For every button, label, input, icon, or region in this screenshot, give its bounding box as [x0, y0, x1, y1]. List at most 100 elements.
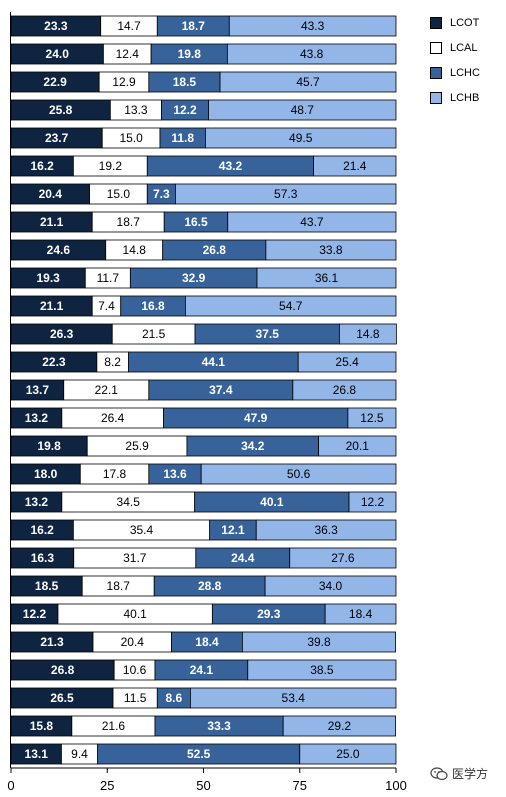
data-label-lchc-4: 12.2	[173, 103, 197, 117]
data-label-lcot-15: 13.2	[25, 411, 49, 425]
data-label-lchc-11: 16.8	[141, 299, 165, 313]
bar-lchb-6	[313, 155, 397, 177]
bar-lchb-8	[227, 211, 397, 233]
data-label-lchc-23: 18.4	[195, 635, 219, 649]
data-label-lchc-6: 43.2	[219, 159, 243, 173]
data-label-lchb-16: 20.1	[346, 439, 370, 453]
data-label-lcal-3: 12.9	[112, 75, 136, 89]
data-label-lchb-13: 25.4	[335, 355, 359, 369]
bar-lchb-4	[208, 99, 397, 121]
data-label-lcal-27: 9.4	[71, 747, 88, 761]
data-label-lchc-9: 26.8	[203, 243, 227, 257]
data-label-lchc-15: 47.9	[244, 411, 268, 425]
data-label-lchc-3: 18.5	[173, 75, 197, 89]
data-label-lchc-22: 29.3	[257, 607, 281, 621]
x-tick-label-50: 50	[196, 778, 210, 793]
bar-lchb-12	[339, 323, 397, 345]
bar-lchb-18	[348, 491, 397, 513]
data-label-lcal-20: 31.7	[123, 551, 147, 565]
data-label-lchc-12: 37.5	[256, 327, 280, 341]
data-label-lcal-13: 8.2	[104, 355, 121, 369]
data-label-lcot-25: 26.5	[50, 691, 74, 705]
x-tick-label-75: 75	[293, 778, 307, 793]
legend: LCOT LCAL LCHC LCHB	[430, 14, 480, 114]
bar-lchb-13	[297, 351, 397, 373]
data-label-lcal-4: 13.3	[124, 103, 148, 117]
data-label-lcot-16: 19.8	[37, 439, 61, 453]
data-label-lcal-19: 35.4	[130, 523, 154, 537]
bar-lchb-26	[282, 715, 397, 737]
data-label-lcot-11: 21.1	[40, 299, 64, 313]
data-label-lcot-1: 23.3	[44, 19, 68, 33]
data-label-lcal-16: 25.9	[125, 439, 149, 453]
data-label-lcot-17: 18.0	[34, 467, 58, 481]
bar-lchb-11	[185, 295, 397, 317]
data-label-lchb-19: 36.3	[314, 523, 338, 537]
data-label-lchb-10: 36.1	[315, 271, 339, 285]
data-label-lcal-11: 7.4	[98, 299, 115, 313]
data-label-lcot-26: 15.8	[30, 719, 54, 733]
bar-lchb-17	[200, 463, 397, 485]
data-label-lcal-26: 21.6	[102, 719, 126, 733]
data-label-lchc-10: 32.9	[182, 271, 206, 285]
x-tick-label-0: 0	[7, 778, 14, 793]
bar-lchb-7	[174, 183, 397, 205]
bar-lchb-15	[347, 407, 397, 429]
data-label-lcal-23: 20.4	[121, 635, 145, 649]
data-label-lchb-14: 26.8	[333, 383, 357, 397]
bar-lchb-16	[318, 435, 397, 457]
legend-label-lchc: LCHC	[450, 66, 480, 79]
data-label-lchb-6: 21.4	[343, 159, 367, 173]
data-label-lcal-25: 11.5	[124, 691, 147, 705]
data-label-lchc-27: 52.5	[187, 747, 211, 761]
data-label-lchc-19: 12.1	[221, 523, 245, 537]
data-label-lchb-20: 27.6	[331, 551, 355, 565]
data-label-lchb-1: 43.3	[301, 19, 325, 33]
data-label-lchb-4: 48.7	[291, 103, 315, 117]
data-label-lchb-24: 38.5	[310, 663, 334, 677]
data-label-lcal-9: 14.8	[123, 243, 147, 257]
data-label-lcot-14: 13.7	[26, 383, 50, 397]
data-label-lchc-16: 34.2	[241, 439, 265, 453]
data-label-lcot-3: 22.9	[43, 75, 67, 89]
data-label-lchc-1: 18.7	[182, 19, 206, 33]
data-label-lcot-2: 24.0	[46, 47, 70, 61]
legend-swatch-lcal	[430, 41, 442, 54]
bar-lchb-24	[247, 659, 397, 681]
data-label-lchc-5: 11.8	[171, 131, 194, 145]
data-label-lchc-13: 44.1	[202, 355, 226, 369]
bar-lchb-21	[264, 575, 397, 597]
data-label-lcal-2: 12.4	[116, 47, 140, 61]
data-label-lcot-7: 20.4	[39, 187, 63, 201]
data-label-lcot-20: 16.3	[31, 551, 55, 565]
data-label-lchb-12: 14.8	[356, 327, 380, 341]
data-label-lchc-24: 24.1	[190, 663, 214, 677]
bar-lchb-20	[289, 547, 397, 569]
x-tick-label-100: 100	[385, 778, 407, 793]
data-label-lchc-21: 28.8	[198, 579, 222, 593]
legend-label-lcot: LCOT	[450, 16, 480, 29]
data-label-lchc-25: 8.6	[166, 691, 183, 705]
data-label-lcot-10: 19.3	[36, 271, 60, 285]
data-label-lchb-7: 57.3	[274, 187, 298, 201]
legend-item-lchb: LCHB	[430, 89, 480, 106]
data-label-lcal-1: 14.7	[117, 19, 141, 33]
data-label-lcal-17: 17.8	[103, 467, 127, 481]
bar-lchb-25	[190, 687, 397, 709]
data-label-lcot-21: 18.5	[35, 579, 59, 593]
bar-lchb-22	[324, 603, 397, 625]
bar-lchb-23	[241, 631, 397, 653]
data-label-lcal-15: 26.4	[101, 411, 125, 425]
data-label-lcal-7: 15.0	[107, 187, 131, 201]
data-label-lchc-7: 7.3	[153, 187, 170, 201]
watermark-text: 医学方	[452, 767, 489, 781]
data-label-lcal-21: 18.7	[107, 579, 131, 593]
data-label-lcal-22: 40.1	[123, 607, 147, 621]
data-label-lchb-8: 43.7	[300, 215, 324, 229]
bar-lchb-14	[292, 379, 397, 401]
data-label-lcal-6: 19.2	[99, 159, 123, 173]
legend-item-lcal: LCAL	[430, 39, 480, 56]
wechat-icon	[430, 766, 448, 780]
bar-lchb-19	[255, 519, 397, 541]
